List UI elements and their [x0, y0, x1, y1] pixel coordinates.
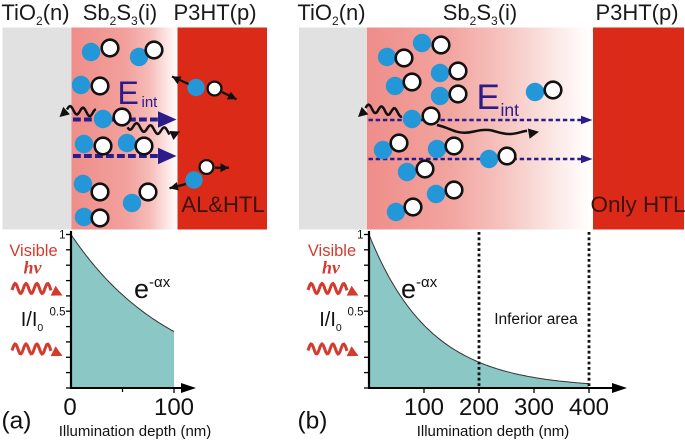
- svg-text:TiO2​(n): TiO2​(n): [1, 0, 69, 28]
- svg-text:Sb2​S3​(i): Sb2​S3​(i): [443, 0, 518, 28]
- svg-text:Visible: Visible: [9, 242, 57, 260]
- svg-text:int: int: [142, 94, 159, 111]
- svg-text:Illumination depth (nm): Illumination depth (nm): [417, 423, 570, 440]
- svg-text:100: 100: [154, 394, 194, 421]
- svg-text:int: int: [501, 100, 520, 120]
- svg-text:200: 200: [459, 394, 499, 421]
- svg-text:1: 1: [59, 230, 65, 242]
- svg-text:1: 1: [357, 230, 363, 242]
- svg-text:E: E: [477, 78, 500, 117]
- svg-text:400: 400: [569, 394, 609, 421]
- svg-text:Illumination depth (nm): Illumination depth (nm): [59, 423, 212, 440]
- svg-text:hν: hν: [322, 258, 341, 278]
- svg-text:Inferior area: Inferior area: [494, 311, 578, 328]
- svg-text:0.5: 0.5: [348, 307, 364, 319]
- svg-text:hν: hν: [24, 258, 43, 278]
- svg-text:AL&HTL: AL&HTL: [181, 192, 264, 217]
- svg-text:Visible: Visible: [308, 242, 356, 260]
- svg-text:100: 100: [404, 394, 444, 421]
- svg-text:(a): (a): [2, 408, 32, 435]
- svg-text:300: 300: [514, 394, 554, 421]
- svg-text:Only HTL: Only HTL: [590, 192, 685, 217]
- svg-text:TiO2​(n): TiO2​(n): [297, 0, 365, 28]
- svg-text:P3HT(p): P3HT(p): [595, 0, 678, 25]
- svg-text:(b): (b): [298, 408, 328, 435]
- svg-text:0: 0: [63, 394, 76, 421]
- svg-text:Sb2​S3​(i): Sb2​S3​(i): [83, 0, 158, 28]
- svg-text:E: E: [118, 75, 139, 111]
- svg-text:0.5: 0.5: [50, 307, 66, 319]
- svg-text:P3HT(p): P3HT(p): [173, 0, 256, 25]
